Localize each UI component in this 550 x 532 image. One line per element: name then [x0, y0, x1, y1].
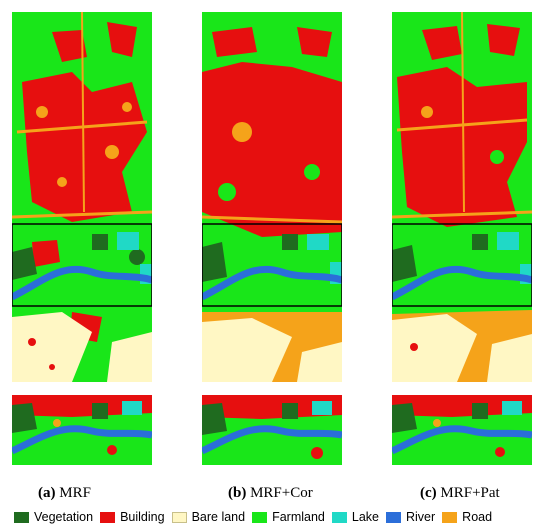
legend-swatch	[442, 511, 458, 523]
caption-letter-c: (c)	[420, 485, 437, 501]
legend-label: Road	[462, 510, 493, 524]
legend-item: Bare land	[171, 510, 246, 524]
zoom-inset-c	[392, 395, 532, 465]
legend-swatch	[100, 511, 116, 523]
zoom-inset-a	[12, 395, 152, 465]
legend-swatch	[171, 511, 187, 523]
caption-c: (c) MRF+Pat	[420, 485, 500, 502]
legend-item: Building	[100, 510, 165, 524]
legend-label: Building	[120, 510, 165, 524]
legend-swatch	[252, 511, 268, 523]
caption-a: (a) MRF	[38, 485, 91, 502]
legend-swatch	[386, 511, 401, 523]
legend-swatch	[331, 511, 347, 523]
caption-letter-b: (b)	[228, 485, 247, 501]
legend: Vegetation Building Bare land Farmland Lake R…	[14, 510, 499, 524]
caption-letter-a: (a)	[38, 485, 56, 501]
map-panel-a	[12, 12, 152, 465]
legend-label: Vegetation	[34, 510, 94, 524]
caption-method-c: MRF+Pat	[440, 485, 500, 501]
legend-label: Lake	[351, 510, 379, 524]
legend-item: Vegetation	[14, 510, 93, 524]
classification-map-b	[202, 12, 342, 382]
legend-item: River	[386, 510, 435, 524]
caption-method-b: MRF+Cor	[250, 485, 313, 501]
map-panel-c	[392, 12, 532, 465]
legend-item: Lake	[331, 510, 379, 524]
legend-swatch	[14, 511, 29, 523]
legend-label: Farmland	[272, 510, 325, 524]
classification-map-a	[12, 12, 152, 382]
caption-b: (b) MRF+Cor	[228, 485, 313, 502]
legend-label: River	[406, 510, 436, 524]
legend-item: Road	[442, 510, 492, 524]
classification-map-c	[392, 12, 532, 382]
map-panel-b	[202, 12, 342, 465]
caption-method-a: MRF	[59, 485, 91, 501]
legend-label: Bare land	[191, 510, 246, 524]
legend-item: Farmland	[252, 510, 325, 524]
zoom-inset-b	[202, 395, 342, 465]
